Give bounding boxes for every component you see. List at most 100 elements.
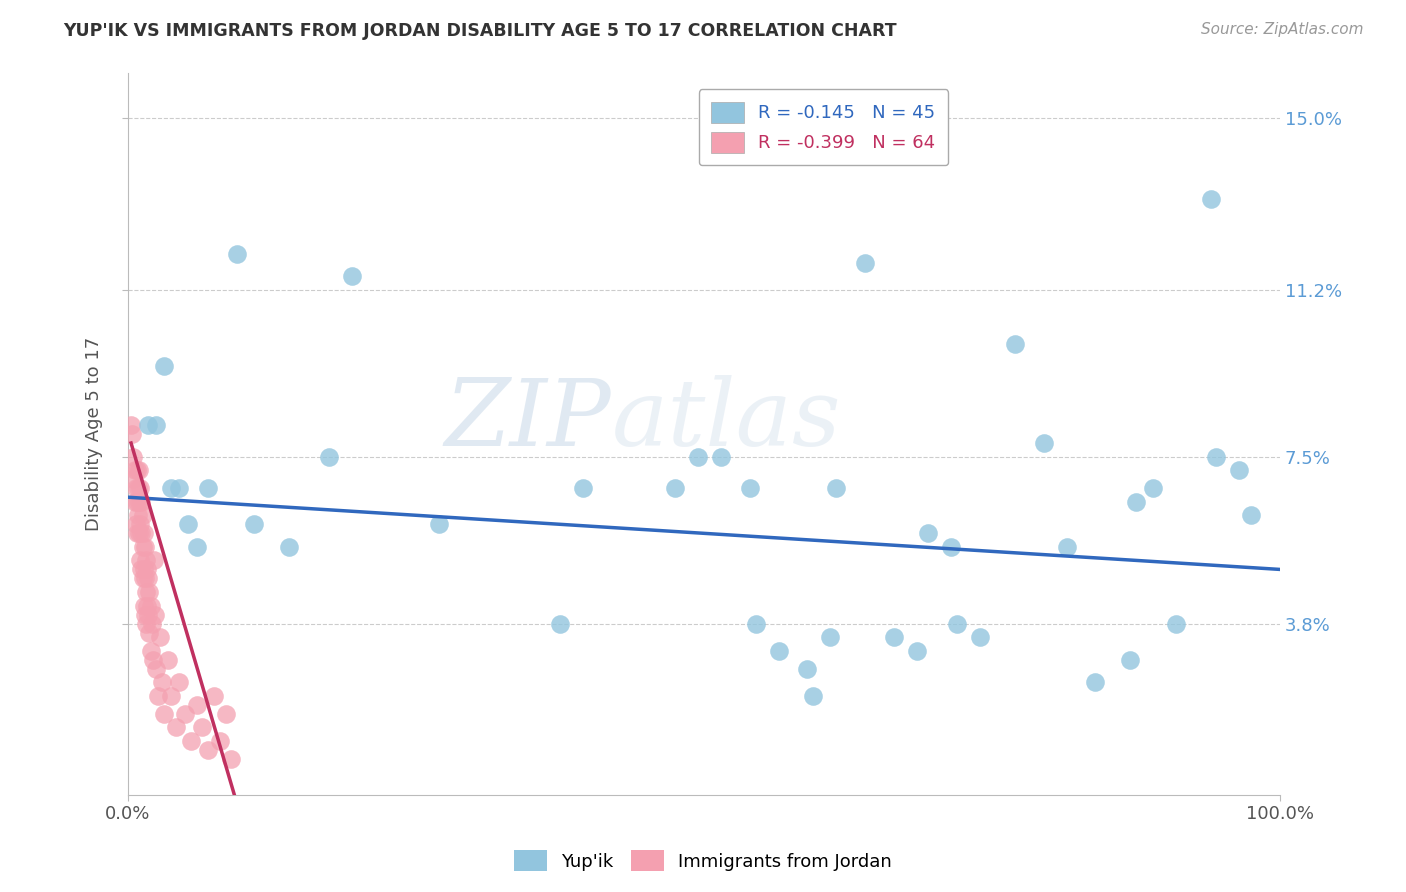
Point <box>125 494 148 508</box>
Point <box>226 246 249 260</box>
Point <box>132 562 155 576</box>
Point <box>129 481 152 495</box>
Point <box>136 599 159 613</box>
Point <box>160 689 183 703</box>
Text: ZIP: ZIP <box>444 375 612 465</box>
Point <box>1125 494 1147 508</box>
Point <box>197 743 219 757</box>
Point <box>1164 616 1187 631</box>
Point <box>125 526 148 541</box>
Point <box>853 255 876 269</box>
Point <box>124 463 146 477</box>
Point <box>122 450 145 464</box>
Point <box>941 540 963 554</box>
Point <box>142 653 165 667</box>
Point <box>186 698 208 712</box>
Text: Source: ZipAtlas.com: Source: ZipAtlas.com <box>1201 22 1364 37</box>
Point <box>135 585 157 599</box>
Point <box>136 562 159 576</box>
Point <box>342 268 364 283</box>
Point <box>744 616 766 631</box>
Point <box>169 675 191 690</box>
Point <box>738 481 761 495</box>
Point <box>1199 192 1222 206</box>
Point <box>191 720 214 734</box>
Point <box>146 689 169 703</box>
Point <box>571 481 593 495</box>
Point <box>801 689 824 703</box>
Point <box>153 706 176 721</box>
Point <box>165 720 187 734</box>
Point <box>686 450 709 464</box>
Point <box>197 481 219 495</box>
Point <box>1004 336 1026 351</box>
Y-axis label: Disability Age 5 to 17: Disability Age 5 to 17 <box>86 337 103 531</box>
Point <box>969 630 991 644</box>
Point <box>128 526 150 541</box>
Point <box>135 616 157 631</box>
Point <box>120 417 142 432</box>
Point <box>180 734 202 748</box>
Point <box>129 517 152 532</box>
Point <box>905 643 928 657</box>
Point <box>131 526 153 541</box>
Point <box>124 494 146 508</box>
Point <box>121 427 143 442</box>
Point <box>1056 540 1078 554</box>
Point <box>221 752 243 766</box>
Point <box>1119 653 1142 667</box>
Point <box>138 607 160 622</box>
Point <box>1205 450 1227 464</box>
Point <box>122 472 145 486</box>
Point <box>139 599 162 613</box>
Point <box>149 630 172 644</box>
Point <box>145 662 167 676</box>
Point <box>917 526 939 541</box>
Point <box>131 571 153 585</box>
Point <box>1142 481 1164 495</box>
Point <box>138 625 160 640</box>
Point <box>825 481 848 495</box>
Point <box>138 571 160 585</box>
Legend: R = -0.145   N = 45, R = -0.399   N = 64: R = -0.145 N = 45, R = -0.399 N = 64 <box>699 89 948 165</box>
Legend: Yup'ik, Immigrants from Jordan: Yup'ik, Immigrants from Jordan <box>506 843 900 879</box>
Text: YUP'IK VS IMMIGRANTS FROM JORDAN DISABILITY AGE 5 TO 17 CORRELATION CHART: YUP'IK VS IMMIGRANTS FROM JORDAN DISABIL… <box>63 22 897 40</box>
Point <box>153 359 176 374</box>
Point <box>134 540 156 554</box>
Point <box>169 481 191 495</box>
Point <box>124 517 146 532</box>
Point <box>138 417 160 432</box>
Point <box>548 616 571 631</box>
Point <box>134 571 156 585</box>
Point <box>156 653 179 667</box>
Point <box>664 481 686 495</box>
Point <box>186 540 208 554</box>
Point <box>131 508 153 523</box>
Point <box>1229 463 1251 477</box>
Point <box>125 463 148 477</box>
Point <box>1032 436 1054 450</box>
Point <box>132 599 155 613</box>
Point <box>150 675 173 690</box>
Point <box>427 517 450 532</box>
Point <box>145 417 167 432</box>
Point <box>318 450 340 464</box>
Point <box>160 481 183 495</box>
Point <box>202 689 225 703</box>
Point <box>131 494 153 508</box>
Text: atlas: atlas <box>612 375 841 465</box>
Point <box>208 734 231 748</box>
Point <box>127 481 149 495</box>
Point <box>127 508 149 523</box>
Point <box>129 553 152 567</box>
Point <box>710 450 733 464</box>
Point <box>796 662 818 676</box>
Point <box>768 643 790 657</box>
Point <box>946 616 969 631</box>
Point <box>131 562 153 576</box>
Point <box>174 706 197 721</box>
Point <box>128 494 150 508</box>
Point <box>138 585 160 599</box>
Point <box>134 607 156 622</box>
Point <box>214 706 236 721</box>
